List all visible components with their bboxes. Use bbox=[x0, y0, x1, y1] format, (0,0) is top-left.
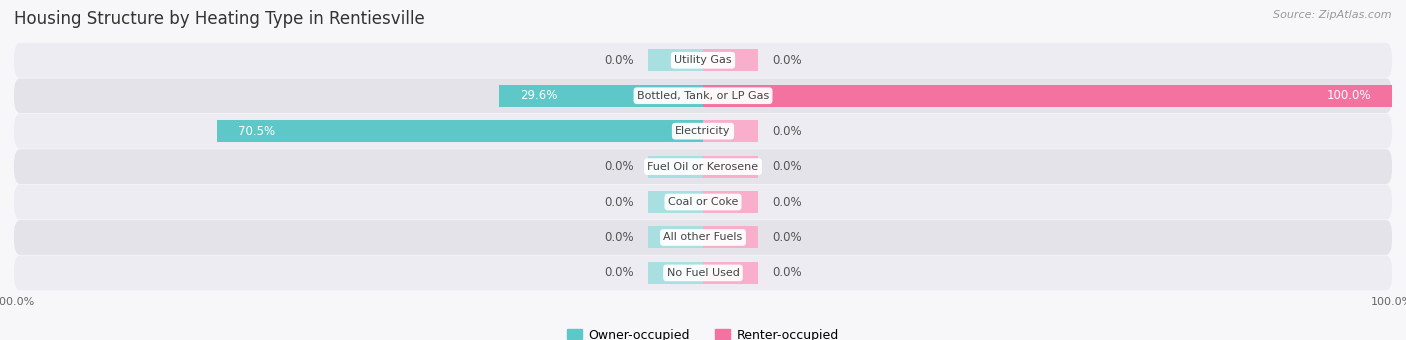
Text: Coal or Coke: Coal or Coke bbox=[668, 197, 738, 207]
Text: Source: ZipAtlas.com: Source: ZipAtlas.com bbox=[1274, 10, 1392, 20]
Text: All other Fuels: All other Fuels bbox=[664, 233, 742, 242]
Text: 70.5%: 70.5% bbox=[238, 125, 276, 138]
Text: 0.0%: 0.0% bbox=[772, 54, 801, 67]
Bar bbox=[703, 191, 758, 213]
Text: 0.0%: 0.0% bbox=[772, 231, 801, 244]
Text: 0.0%: 0.0% bbox=[605, 54, 634, 67]
Bar bbox=[703, 49, 758, 71]
FancyBboxPatch shape bbox=[14, 43, 1392, 78]
Text: 0.0%: 0.0% bbox=[772, 195, 801, 208]
FancyBboxPatch shape bbox=[14, 256, 1392, 290]
Text: 0.0%: 0.0% bbox=[605, 195, 634, 208]
FancyBboxPatch shape bbox=[14, 114, 1392, 149]
Text: 0.0%: 0.0% bbox=[605, 231, 634, 244]
Bar bbox=[218, 120, 703, 142]
FancyBboxPatch shape bbox=[14, 78, 1392, 113]
Text: 100.0%: 100.0% bbox=[1327, 89, 1371, 102]
Text: 0.0%: 0.0% bbox=[772, 160, 801, 173]
Text: Utility Gas: Utility Gas bbox=[675, 55, 731, 65]
Bar bbox=[648, 262, 703, 284]
Bar bbox=[648, 156, 703, 177]
Text: 0.0%: 0.0% bbox=[772, 267, 801, 279]
Bar bbox=[648, 191, 703, 213]
Bar bbox=[703, 262, 758, 284]
Text: 29.6%: 29.6% bbox=[520, 89, 557, 102]
Bar bbox=[648, 226, 703, 249]
Bar bbox=[703, 85, 1392, 107]
FancyBboxPatch shape bbox=[14, 185, 1392, 219]
Text: Housing Structure by Heating Type in Rentiesville: Housing Structure by Heating Type in Ren… bbox=[14, 10, 425, 28]
Text: 0.0%: 0.0% bbox=[605, 267, 634, 279]
Text: Bottled, Tank, or LP Gas: Bottled, Tank, or LP Gas bbox=[637, 91, 769, 101]
Text: Fuel Oil or Kerosene: Fuel Oil or Kerosene bbox=[647, 162, 759, 172]
Text: 0.0%: 0.0% bbox=[605, 160, 634, 173]
Legend: Owner-occupied, Renter-occupied: Owner-occupied, Renter-occupied bbox=[568, 328, 838, 340]
FancyBboxPatch shape bbox=[14, 149, 1392, 184]
Text: Electricity: Electricity bbox=[675, 126, 731, 136]
Bar bbox=[499, 85, 703, 107]
Bar bbox=[703, 120, 758, 142]
FancyBboxPatch shape bbox=[14, 220, 1392, 255]
Text: 0.0%: 0.0% bbox=[772, 125, 801, 138]
Text: No Fuel Used: No Fuel Used bbox=[666, 268, 740, 278]
Bar bbox=[648, 49, 703, 71]
Bar bbox=[703, 156, 758, 177]
Bar bbox=[703, 226, 758, 249]
